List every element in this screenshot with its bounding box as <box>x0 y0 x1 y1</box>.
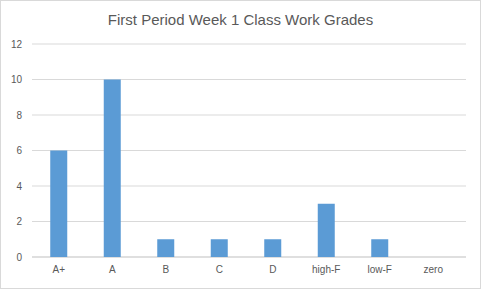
y-tick-label: 12 <box>11 39 23 50</box>
x-tick-label: high-F <box>312 264 340 275</box>
bar <box>425 257 442 258</box>
x-tick-label: low-F <box>368 264 392 275</box>
x-tick-label: D <box>269 264 276 275</box>
x-tick-label: B <box>162 264 169 275</box>
chart-title: First Period Week 1 Class Work Grades <box>108 11 373 28</box>
grid-line <box>32 221 466 222</box>
chart-svg: First Period Week 1 Class Work Grades 0 2 4… <box>0 0 481 289</box>
chart-container: First Period Week 1 Class Work Grades 0 2 4… <box>0 0 481 289</box>
y-tick-label: 0 <box>16 252 22 263</box>
x-tick-label: zero <box>424 264 444 275</box>
x-tick-label: A <box>109 264 116 275</box>
grid-line <box>32 79 466 80</box>
bar <box>318 204 335 257</box>
bar <box>211 239 228 257</box>
bar <box>157 239 174 257</box>
grid-line <box>32 257 466 258</box>
y-tick-label: 2 <box>16 216 22 227</box>
bar <box>50 151 67 258</box>
y-tick-label: 10 <box>11 74 23 85</box>
grid-line <box>32 186 466 187</box>
grid-line <box>32 150 466 151</box>
grid-line <box>32 115 466 116</box>
y-tick-label: 4 <box>16 181 22 192</box>
chart-border <box>1 1 481 289</box>
y-tick-label: 8 <box>16 110 22 121</box>
bar <box>371 239 388 257</box>
bar <box>264 239 281 257</box>
x-tick-label: A+ <box>52 264 65 275</box>
x-tick-label: C <box>216 264 223 275</box>
bars <box>50 80 388 258</box>
grid-line <box>32 44 466 45</box>
bar <box>104 80 121 258</box>
y-tick-label: 6 <box>16 145 22 156</box>
